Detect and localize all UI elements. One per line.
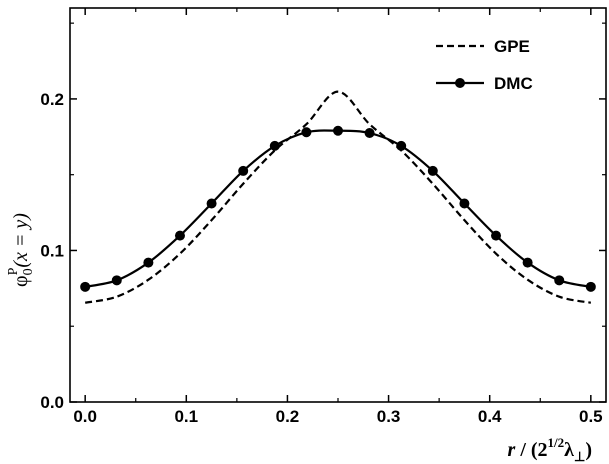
legend: GPE DMC bbox=[436, 37, 533, 93]
y-tick-label: 0.1 bbox=[40, 241, 64, 260]
data-point-dmc bbox=[554, 275, 565, 286]
data-point-dmc bbox=[143, 257, 154, 268]
plot-frame bbox=[69, 7, 607, 403]
y-label-superscript: P bbox=[6, 267, 21, 275]
series-line-dmc bbox=[84, 129, 592, 288]
x-tick-label: 0.1 bbox=[174, 407, 198, 426]
x-label-lambda: λ bbox=[564, 439, 574, 461]
legend-marker-dmc bbox=[455, 78, 465, 88]
data-point-dmc bbox=[459, 198, 470, 209]
y-label-args: (x = y) bbox=[10, 213, 32, 268]
data-point-dmc bbox=[522, 257, 533, 268]
x-label-var: r bbox=[508, 439, 516, 461]
data-point-dmc bbox=[301, 127, 312, 138]
legend-label-dmc: DMC bbox=[494, 74, 533, 93]
y-tick-label: 0.0 bbox=[40, 393, 64, 412]
x-tick-label: 0.5 bbox=[579, 407, 603, 426]
data-point-dmc bbox=[269, 140, 280, 151]
data-point-dmc bbox=[206, 198, 217, 209]
x-label-subscript: ⊥ bbox=[574, 449, 585, 464]
x-label-superscript: 1/2 bbox=[548, 435, 565, 450]
x-axis-label: r / (21/2λ⊥) bbox=[508, 435, 592, 464]
data-point-dmc bbox=[333, 125, 343, 136]
data-point-dmc bbox=[491, 230, 502, 241]
data-point-dmc bbox=[111, 275, 122, 286]
x-tick-label: 0.0 bbox=[73, 407, 97, 426]
data-point-dmc bbox=[427, 165, 438, 176]
series-group bbox=[80, 90, 596, 304]
y-label-phi: φ bbox=[10, 275, 32, 287]
x-label-close: ) bbox=[585, 439, 592, 461]
data-point-dmc bbox=[238, 165, 249, 176]
data-point-dmc bbox=[80, 281, 91, 292]
data-point-dmc bbox=[364, 128, 375, 139]
x-tick-label: 0.2 bbox=[276, 407, 300, 426]
y-axis-label: φ0P(x = y) bbox=[6, 213, 36, 287]
tick-marks bbox=[70, 8, 606, 403]
axes bbox=[69, 7, 607, 403]
data-point-dmc bbox=[174, 230, 185, 241]
data-point-dmc bbox=[396, 140, 407, 151]
y-label-subscript: 0 bbox=[21, 268, 36, 275]
tick-labels: 0.0 0.1 0.2 0.3 0.4 0.5 0.0 0.1 0.2 bbox=[40, 90, 602, 426]
x-tick-label: 0.4 bbox=[478, 407, 502, 426]
series-line-gpe bbox=[84, 90, 592, 304]
x-label-sep: / (2 bbox=[515, 439, 547, 461]
x-tick-label: 0.3 bbox=[377, 407, 401, 426]
legend-label-gpe: GPE bbox=[494, 37, 530, 56]
y-tick-label: 0.2 bbox=[40, 90, 64, 109]
data-point-dmc bbox=[585, 281, 596, 292]
